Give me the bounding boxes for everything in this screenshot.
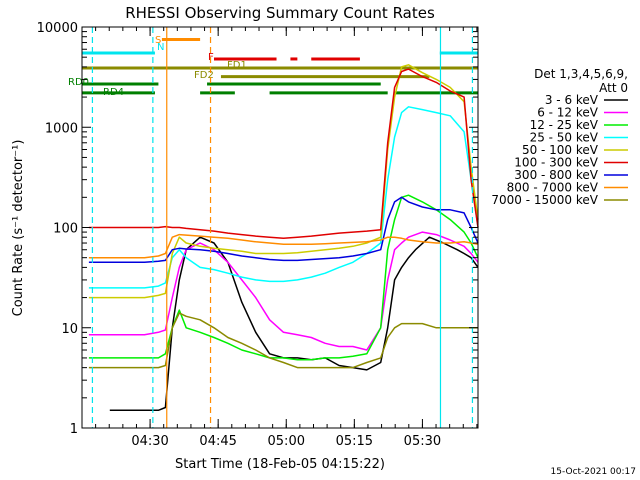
- x-axis-label: Start Time (18-Feb-05 04:15:22): [175, 457, 385, 472]
- series-line-7: [88, 233, 479, 259]
- legend-entry-label: 300 - 800 keV: [514, 168, 598, 182]
- x-tick-label: 05:30: [404, 434, 441, 449]
- flag-label-n: N: [157, 42, 164, 53]
- series-line-1: [88, 231, 479, 351]
- flag-label-s: S: [155, 35, 161, 46]
- flag-label-fd2: FD2: [194, 70, 214, 81]
- legend-entry-label: 800 - 7000 keV: [507, 181, 599, 195]
- x-tick-label: 04:45: [199, 434, 236, 449]
- series-line-4: [88, 64, 479, 299]
- legend-entry-label: 6 - 12 keV: [537, 106, 599, 120]
- footer-timestamp: 15-Oct-2021 00:17: [551, 467, 636, 477]
- series-line-6: [88, 196, 479, 264]
- series-line-5: [88, 68, 479, 240]
- y-tick-label: 1: [70, 422, 78, 437]
- y-tick-label: 10: [61, 322, 78, 337]
- flag-label-rd4: RD4: [103, 87, 124, 98]
- x-tick-label: 05:15: [336, 434, 373, 449]
- series-line-2: [88, 194, 479, 361]
- legend-entry-label: 12 - 25 keV: [530, 118, 599, 132]
- flag-label-rd0: RD0: [68, 77, 89, 88]
- legend-header-line-2: Att 0: [599, 81, 628, 95]
- series-line-8: [88, 312, 478, 369]
- legend-entry-label: 7000 - 15000 keV: [491, 193, 598, 207]
- y-tick-label: 1000: [45, 121, 78, 136]
- legend-header-line-1: Det 1,3,4,5,6,9,: [534, 67, 628, 81]
- x-tick-label: 04:30: [131, 434, 168, 449]
- legend-entry-label: 100 - 300 keV: [514, 156, 598, 170]
- flag-label-fd1: FD1: [227, 60, 247, 71]
- series-lines: [88, 64, 479, 412]
- legend-entry-label: 25 - 50 keV: [530, 131, 599, 145]
- y-tick-label: 100: [53, 222, 78, 237]
- axes: 1 10 100 1000 10000 04:30 04:45 05:00 05:15 05:30: [37, 21, 479, 449]
- x-tick-label: 05:00: [268, 434, 305, 449]
- legend-entry-label: 3 - 6 keV: [545, 93, 599, 107]
- y-axis-label: Count Rate (s⁻¹ detector⁻¹): [11, 140, 26, 317]
- y-tick-label: 10000: [37, 21, 78, 36]
- flag-bars: SNFFD1FD2RD0RD4: [68, 35, 478, 98]
- series-line-3: [88, 106, 479, 289]
- legend-entry-label: 50 - 100 keV: [522, 143, 599, 157]
- chart-title: RHESSI Observing Summary Count Rates: [125, 4, 435, 22]
